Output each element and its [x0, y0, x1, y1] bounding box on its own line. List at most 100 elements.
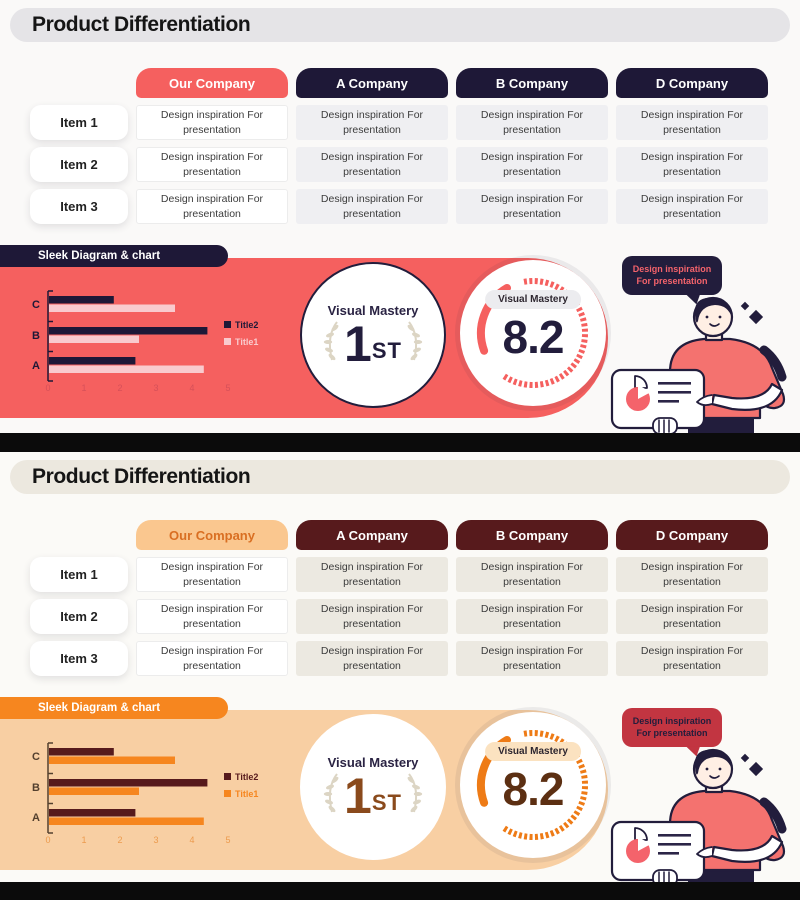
person-illustration: [610, 296, 787, 433]
table-cell: Design inspiration For presentation: [296, 147, 448, 182]
table-cell: Design inspiration For presentation: [616, 105, 768, 140]
rank-suffix: ST: [371, 338, 402, 363]
column-header-our-company: Our Company: [136, 520, 288, 550]
page-title: Product Differentiation: [10, 8, 790, 42]
table-cell: Design inspiration For presentation: [296, 557, 448, 592]
svg-text:Title1: Title1: [235, 337, 258, 347]
gauge-value: 8.2: [502, 763, 565, 815]
table-cell: Design inspiration For presentation: [296, 599, 448, 634]
table-cell: Design inspiration For presentation: [616, 557, 768, 592]
award-caption: Visual Mastery: [327, 755, 419, 770]
column-header-a-company: A Company: [296, 68, 448, 98]
award-circle: Visual Mastery 1 ST: [300, 714, 446, 860]
table-cell: Design inspiration For presentation: [616, 147, 768, 182]
svg-text:A: A: [32, 812, 40, 824]
row-label: Item 3: [30, 189, 128, 224]
row-label: Item 2: [30, 599, 128, 634]
diagram-banner: Sleek Diagram & chart C B A 0 1 2 3 4 5 Title2 Tit…: [0, 697, 608, 870]
table-cell: Design inspiration For presentation: [616, 599, 768, 634]
divider: [0, 433, 800, 452]
svg-text:0: 0: [45, 835, 50, 845]
row-label: Item 3: [30, 641, 128, 676]
column-header-d-company: D Company: [616, 520, 768, 550]
column-header-b-company: B Company: [456, 68, 608, 98]
banner-title: Sleek Diagram & chart: [0, 245, 228, 267]
rank-number: 1: [344, 316, 372, 372]
svg-text:5: 5: [225, 383, 230, 393]
presentation-slide: Product Differentiation Our Company A Co…: [0, 0, 800, 433]
table-cell: Design inspiration For presentation: [136, 147, 288, 182]
speech-bubble-line1: Design inspiration: [632, 264, 712, 274]
gauge-caption-pill: Visual Mastery: [485, 742, 581, 761]
table-cell: Design inspiration For presentation: [296, 641, 448, 676]
table-cell: Design inspiration For presentation: [456, 557, 608, 592]
table-cell: Design inspiration For presentation: [136, 641, 288, 676]
award-circle: Visual Mastery 1 ST: [300, 262, 446, 408]
diagram-banner: Sleek Diagram & chart C B A 0 1 2 3 4 5 Title2 Tit…: [0, 245, 608, 418]
speech-bubble-line2: For presentation: [636, 727, 708, 738]
svg-text:Title1: Title1: [235, 789, 258, 799]
laurel-right-icon: [407, 773, 423, 813]
svg-text:Title2: Title2: [235, 772, 258, 782]
svg-text:4: 4: [189, 383, 194, 393]
rank-row: 1 ST: [320, 316, 426, 372]
row-label: Item 1: [30, 557, 128, 592]
banner-title: Sleek Diagram & chart: [0, 697, 228, 719]
svg-text:0: 0: [45, 383, 50, 393]
svg-text:B: B: [32, 330, 40, 342]
laurel-right-icon: [407, 321, 423, 361]
row-label: Item 2: [30, 147, 128, 182]
person-illustration: [610, 748, 787, 882]
table-cell: Design inspiration For presentation: [136, 599, 288, 634]
svg-text:C: C: [32, 751, 40, 763]
gauge-circle: Visual Mastery 8.2: [460, 712, 606, 858]
table-cell: Design inspiration For presentation: [456, 105, 608, 140]
svg-text:B: B: [32, 782, 40, 794]
row-label: Item 1: [30, 105, 128, 140]
laurel-left-icon: [323, 321, 339, 361]
speech-bubble: Design inspiration For presentation: [622, 256, 722, 296]
table-cell: Design inspiration For presentation: [456, 147, 608, 182]
table-cell: Design inspiration For presentation: [136, 189, 288, 224]
svg-text:3: 3: [153, 835, 158, 845]
bar-chart: C B A 0 1 2 3 4 5 Title2 Title1: [32, 742, 258, 845]
table-corner-spacer: [30, 520, 128, 550]
table-cell: Design inspiration For presentation: [296, 105, 448, 140]
gauge-value: 8.2: [502, 311, 565, 363]
table-cell: Design inspiration For presentation: [456, 189, 608, 224]
svg-text:Title2: Title2: [235, 320, 258, 330]
page-title: Product Differentiation: [10, 460, 790, 494]
table-cell: Design inspiration For presentation: [136, 105, 288, 140]
table-corner-spacer: [30, 68, 128, 98]
svg-text:C: C: [32, 299, 40, 311]
column-header-our-company: Our Company: [136, 68, 288, 98]
svg-text:3: 3: [153, 383, 158, 393]
divider: [0, 882, 800, 900]
gauge-circle: Visual Mastery 8.2: [460, 260, 606, 406]
table-cell: Design inspiration For presentation: [136, 557, 288, 592]
speech-bubble-line1: Design inspiration: [632, 716, 712, 726]
bar-chart: C B A 0 1 2 3 4 5 Title2 Title1: [32, 290, 258, 393]
column-header-d-company: D Company: [616, 68, 768, 98]
rank-row: 1 ST: [320, 771, 426, 821]
laurel-left-icon: [323, 773, 339, 813]
column-header-b-company: B Company: [456, 520, 608, 550]
table-cell: Design inspiration For presentation: [456, 599, 608, 634]
svg-text:2: 2: [117, 383, 122, 393]
gauge-caption-pill: Visual Mastery: [485, 290, 581, 309]
svg-text:1: 1: [81, 383, 86, 393]
presentation-slide: Product Differentiation Our Company A Co…: [0, 452, 800, 882]
table-cell: Design inspiration For presentation: [296, 189, 448, 224]
speech-bubble: Design inspiration For presentation: [622, 708, 722, 748]
column-header-a-company: A Company: [296, 520, 448, 550]
comparison-table: Our Company A Company B Company D Compan…: [30, 520, 768, 676]
table-cell: Design inspiration For presentation: [616, 189, 768, 224]
rank-suffix: ST: [371, 790, 402, 815]
table-cell: Design inspiration For presentation: [456, 641, 608, 676]
svg-text:1: 1: [81, 835, 86, 845]
comparison-table: Our Company A Company B Company D Compan…: [30, 68, 768, 224]
svg-text:2: 2: [117, 835, 122, 845]
svg-text:A: A: [32, 360, 40, 372]
table-cell: Design inspiration For presentation: [616, 641, 768, 676]
award-caption: Visual Mastery: [327, 303, 419, 318]
